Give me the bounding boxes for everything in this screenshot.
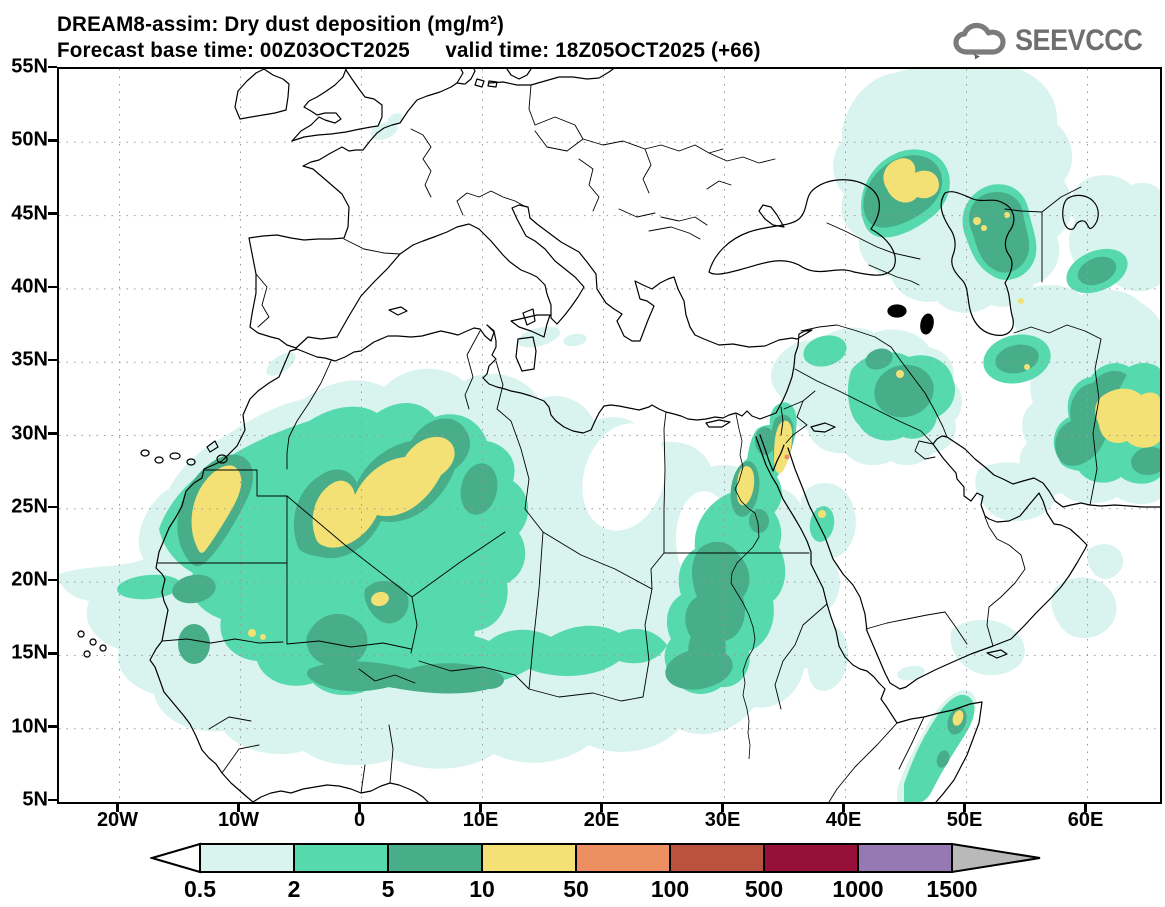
colorbar-underflow-arrow <box>152 844 200 872</box>
dust-fill-level5-speck <box>785 455 790 460</box>
y-axis-label: 30N <box>4 422 48 445</box>
y-axis-label: 25N <box>4 495 48 518</box>
y-axis-tick <box>48 66 57 69</box>
y-axis-label: 50N <box>4 129 48 152</box>
colorbar-segment <box>576 844 670 872</box>
colorbar-segment <box>670 844 764 872</box>
colorbar-segment <box>294 844 388 872</box>
colorbar-segment <box>764 844 858 872</box>
y-axis-label: 55N <box>4 56 48 79</box>
y-axis-label: 35N <box>4 349 48 372</box>
x-axis-label: 30E <box>705 809 741 832</box>
colorbar-level-label: 1500 <box>926 876 977 903</box>
title-block: DREAM8-assim: Dry dust deposition (mg/m²… <box>57 12 775 64</box>
colorbar-level-label: 1000 <box>832 876 883 903</box>
map-frame <box>57 67 1162 804</box>
x-axis-tick <box>600 803 603 812</box>
colorbar-level-label: 2 <box>288 876 301 903</box>
x-axis-label: 40E <box>826 809 862 832</box>
y-axis-tick <box>48 359 57 362</box>
logo-text: SEEVCCC <box>1015 24 1142 58</box>
colorbar-level-label: 100 <box>651 876 689 903</box>
colorbar-segment <box>858 844 952 872</box>
y-axis-tick <box>48 652 57 655</box>
colorbar-segment <box>482 844 576 872</box>
y-axis-label: 15N <box>4 642 48 665</box>
page-title: DREAM8-assim: Dry dust deposition (mg/m²… <box>57 12 761 38</box>
colorbar-level-label: 500 <box>745 876 783 903</box>
y-axis-tick <box>48 579 57 582</box>
colorbar-labels: 0.5 2 5 10 50 100 500 1000 1500 <box>150 876 1050 904</box>
colorbar-segment <box>200 844 294 872</box>
y-axis-label: 45N <box>4 202 48 225</box>
x-axis-tick <box>358 803 361 812</box>
x-axis-label: 50E <box>947 809 983 832</box>
x-axis-tick <box>237 803 240 812</box>
colorbar-level-label: 50 <box>563 876 589 903</box>
y-axis-tick <box>48 286 57 289</box>
colorbar-level-label: 10 <box>469 876 495 903</box>
page-subtitle: Forecast base time: 00Z03OCT2025 valid t… <box>57 38 761 64</box>
y-axis-label: 20N <box>4 569 48 592</box>
y-axis-label: 10N <box>4 715 48 738</box>
y-axis-tick <box>48 212 57 215</box>
x-axis-label: 10E <box>463 809 499 832</box>
x-axis-label: 20E <box>584 809 620 832</box>
y-axis-label: 40N <box>4 275 48 298</box>
colorbar-overflow-arrow <box>952 844 1040 872</box>
y-axis-tick <box>48 799 57 802</box>
x-axis-tick <box>963 803 966 812</box>
y-axis-tick <box>48 725 57 728</box>
x-axis-label: 20W <box>97 809 138 832</box>
map-canvas <box>59 69 1160 802</box>
x-axis-label: 60E <box>1068 809 1104 832</box>
y-axis-tick <box>48 139 57 142</box>
y-axis-tick <box>48 506 57 509</box>
x-axis-tick <box>721 803 724 812</box>
x-axis-tick <box>479 803 482 812</box>
cloud-icon <box>953 22 1009 60</box>
colorbar-level-label: 5 <box>382 876 395 903</box>
x-axis-label: 0 <box>354 809 365 832</box>
dust-forecast-map-page: DREAM8-assim: Dry dust deposition (mg/m²… <box>0 0 1165 907</box>
x-axis-tick <box>116 803 119 812</box>
x-axis-tick <box>842 803 845 812</box>
colorbar-level-label: 0.5 <box>184 876 216 903</box>
colorbar-segment <box>388 844 482 872</box>
x-axis-tick <box>1084 803 1087 812</box>
x-axis-label: 10W <box>218 809 259 832</box>
seevccc-logo: SEEVCCC <box>953 22 1157 60</box>
y-axis-tick <box>48 432 57 435</box>
colorbar <box>150 841 1050 880</box>
y-axis-label: 5N <box>4 789 48 812</box>
